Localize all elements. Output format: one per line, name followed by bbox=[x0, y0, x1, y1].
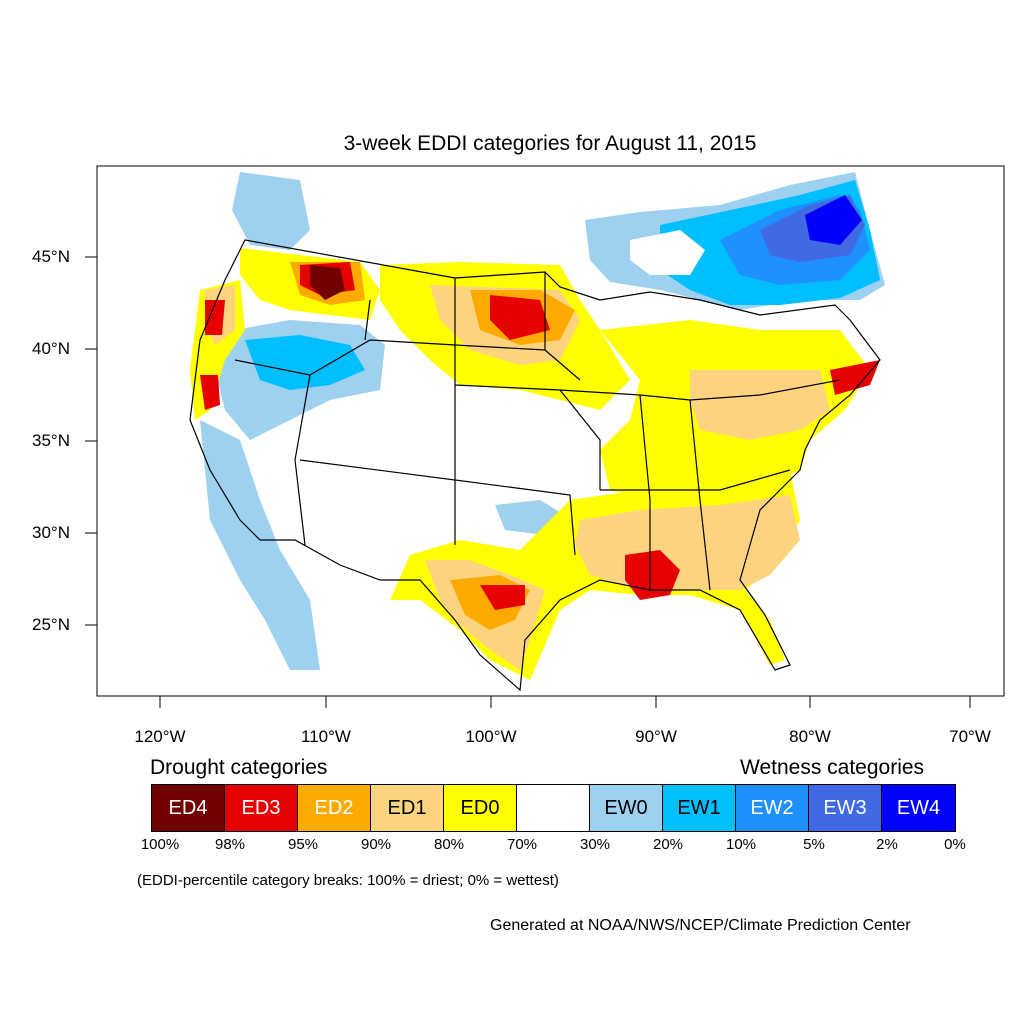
pct-break: 20% bbox=[652, 836, 684, 853]
wetness-heading: Wetness categories bbox=[740, 756, 925, 779]
pct-break: 0% bbox=[944, 836, 966, 853]
pct-break: 70% bbox=[506, 836, 538, 853]
lat-label-40: 40°N bbox=[32, 339, 70, 358]
drought-heading: Drought categories bbox=[150, 756, 328, 779]
pct-break: 98% bbox=[214, 836, 246, 853]
legend-neutral bbox=[517, 785, 590, 831]
lat-label-45: 45°N bbox=[32, 247, 70, 266]
legend-ed1: ED1 bbox=[371, 785, 444, 831]
ed3-texas bbox=[480, 585, 525, 610]
pct-break: 2% bbox=[876, 836, 898, 853]
legend-ed4-label: ED4 bbox=[168, 796, 208, 819]
white-gap-canada bbox=[630, 230, 705, 275]
credit-text: Generated at NOAA/NWS/NCEP/Climate Predi… bbox=[490, 917, 911, 934]
lon-label-80: 80°W bbox=[789, 727, 831, 746]
pct-break: 10% bbox=[725, 836, 757, 853]
ed1-east bbox=[690, 370, 830, 440]
legend-ew1-label: EW1 bbox=[677, 796, 721, 819]
lat-label-25: 25°N bbox=[32, 615, 70, 634]
legend-ew2-label: EW2 bbox=[750, 796, 794, 819]
legend-ew0-label: EW0 bbox=[604, 796, 648, 819]
legend-ed1-label: ED1 bbox=[387, 796, 427, 819]
lon-label-120: 120°W bbox=[134, 727, 186, 746]
frame bbox=[85, 165, 1005, 708]
lat-label-35: 35°N bbox=[32, 431, 70, 450]
legend-ew3-label: EW3 bbox=[823, 796, 867, 819]
legend-ew4-label: EW4 bbox=[896, 796, 941, 819]
legend-ed0-label: ED0 bbox=[460, 796, 500, 819]
legend-ed2: ED2 bbox=[298, 785, 371, 831]
map-title: 3-week EDDI categories for August 11, 20… bbox=[343, 132, 757, 155]
legend-ew1: EW1 bbox=[663, 785, 736, 831]
lon-label-90: 90°W bbox=[635, 727, 677, 746]
lon-label-100: 100°W bbox=[465, 727, 517, 746]
legend-ed3: ED3 bbox=[225, 785, 298, 831]
ed3-northeast bbox=[830, 360, 880, 395]
legend-ed0: ED0 bbox=[444, 785, 517, 831]
pct-break: 95% bbox=[287, 836, 319, 853]
legend-note: (EDDI-percentile category breaks: 100% =… bbox=[137, 872, 559, 889]
pct-break: 80% bbox=[433, 836, 465, 853]
ed4-montana bbox=[310, 265, 345, 300]
pct-break: 30% bbox=[579, 836, 611, 853]
legend-ew0: EW0 bbox=[590, 785, 663, 831]
ed3-california bbox=[200, 375, 220, 410]
legend-ew4: EW4 bbox=[882, 785, 955, 831]
ew1-great-basin bbox=[245, 335, 365, 390]
pct-break: 90% bbox=[360, 836, 392, 853]
legend-ed2-label: ED2 bbox=[314, 796, 354, 819]
ed3-dakotas bbox=[490, 295, 550, 340]
lon-label-70: 70°W bbox=[949, 727, 991, 746]
lon-label-110: 110°W bbox=[301, 727, 351, 746]
ew4-region-northeast bbox=[805, 195, 862, 245]
boundaries bbox=[189, 239, 881, 692]
lat-label-30: 30°N bbox=[32, 523, 70, 542]
wet-region-california bbox=[200, 420, 320, 670]
pct-break: 5% bbox=[803, 836, 825, 853]
legend-ed4: ED4 bbox=[152, 785, 225, 831]
wet-region-pnw bbox=[232, 172, 310, 250]
ed3-oregon bbox=[205, 300, 225, 335]
legend-ew2: EW2 bbox=[736, 785, 809, 831]
legend-ed3-label: ED3 bbox=[241, 796, 281, 819]
pct-break: 100% bbox=[140, 836, 180, 853]
legend-ew3: EW3 bbox=[809, 785, 882, 831]
legend-bar: ED4 ED3 ED2 ED1 ED0 EW0 EW1 EW2 EW3 EW4 bbox=[151, 784, 956, 832]
